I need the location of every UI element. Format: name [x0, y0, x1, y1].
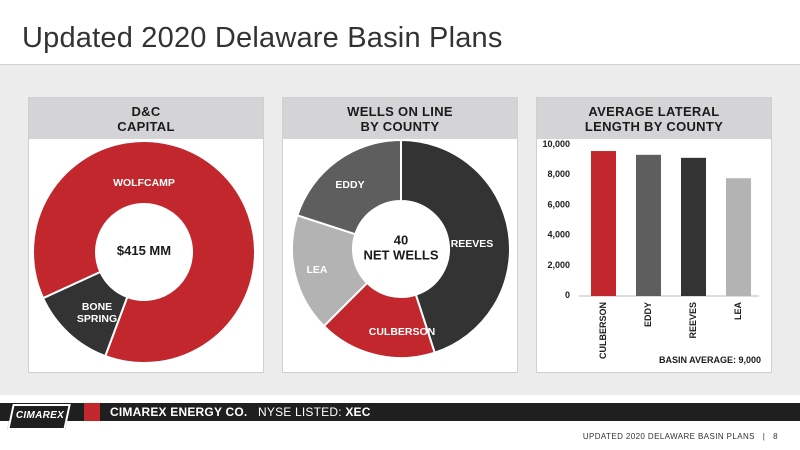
- listing-prefix: NYSE LISTED:: [258, 405, 342, 419]
- footer-separator: |: [762, 432, 766, 441]
- lateral-category-label-reeves: REEVES: [688, 302, 698, 339]
- capital-slice-label-wolfcamp: WOLFCAMP: [113, 177, 175, 189]
- capital-center-label: $415 MM: [117, 243, 171, 258]
- title-divider: [0, 64, 800, 65]
- lateral-panel-header: AVERAGE LATERAL LENGTH BY COUNTY: [537, 98, 771, 139]
- lateral-basin-average-annotation: BASIN AVERAGE: 9,000: [659, 355, 761, 365]
- lateral-panel: AVERAGE LATERAL LENGTH BY COUNTY 0 2,000 4…: [536, 97, 772, 373]
- capital-panel: D&C CAPITAL WOLFCAMP BONE SPRING $415 MM: [28, 97, 264, 373]
- wells-slice-label-lea: LEA: [307, 264, 328, 276]
- lateral-ytick-label: 4,000: [547, 230, 570, 240]
- page-number: 8: [773, 432, 778, 441]
- wells-center-label: 40 NET WELLS: [363, 233, 438, 263]
- page-title: Updated 2020 Delaware Basin Plans: [22, 22, 503, 54]
- wells-slice-eddy: [296, 139, 402, 236]
- lateral-ytick-label: 6,000: [547, 200, 570, 210]
- lateral-bar-lea: [726, 178, 751, 296]
- lateral-category-label-lea: LEA: [733, 301, 743, 320]
- footer-accent: [84, 403, 100, 421]
- footer-company-line: CIMAREX ENERGY CO. NYSE LISTED: XEC: [110, 405, 371, 419]
- wells-slice-reeves: [400, 139, 511, 354]
- footer-bar: [0, 403, 800, 421]
- lateral-bar-eddy: [636, 154, 661, 296]
- company-logo-text: CIMAREX: [15, 410, 65, 421]
- ticker-symbol: XEC: [345, 405, 371, 419]
- capital-panel-header: D&C CAPITAL: [29, 98, 263, 139]
- lateral-ytick-label: 10,000: [542, 139, 570, 149]
- capital-slice-bone-spring: [41, 270, 129, 358]
- wells-slice-label-reeves: REEVES: [451, 238, 494, 250]
- page-footer-label: UPDATED 2020 DELAWARE BASIN PLANS | 8: [583, 432, 778, 441]
- company-name: CIMAREX ENERGY CO.: [110, 405, 248, 419]
- lateral-bar-culberson: [591, 151, 616, 296]
- footer-page-title: UPDATED 2020 DELAWARE BASIN PLANS: [582, 432, 755, 441]
- lateral-ytick-label: 8,000: [547, 170, 570, 180]
- lateral-bar-chart: 0 2,000 4,000 6,000 8,000 10,000 CULBERSON EDDY…: [542, 139, 761, 365]
- capital-slice-wolfcamp: [32, 140, 256, 364]
- capital-donut-chart: WOLFCAMP BONE SPRING $415 MM: [32, 140, 256, 364]
- wells-panel-header: WELLS ON LINE BY COUNTY: [283, 98, 517, 139]
- capital-slice-label-bone-spring: BONE SPRING: [77, 301, 117, 325]
- wells-slice-label-culberson: CULBERSON: [369, 326, 436, 338]
- wells-slice-label-eddy: EDDY: [335, 179, 364, 191]
- lateral-ytick-label: 0: [565, 290, 570, 300]
- wells-donut-chart: REEVES CULBERSON LEA EDDY 40 NET WELLS: [291, 139, 511, 359]
- lateral-bar-reeves: [681, 157, 706, 296]
- wells-panel: WELLS ON LINE BY COUNTY REEVES CULBERSON L…: [282, 97, 518, 373]
- lateral-category-label-eddy: EDDY: [643, 302, 653, 327]
- lateral-category-label-culberson: CULBERSON: [598, 302, 608, 359]
- lateral-ytick-label: 2,000: [547, 260, 570, 270]
